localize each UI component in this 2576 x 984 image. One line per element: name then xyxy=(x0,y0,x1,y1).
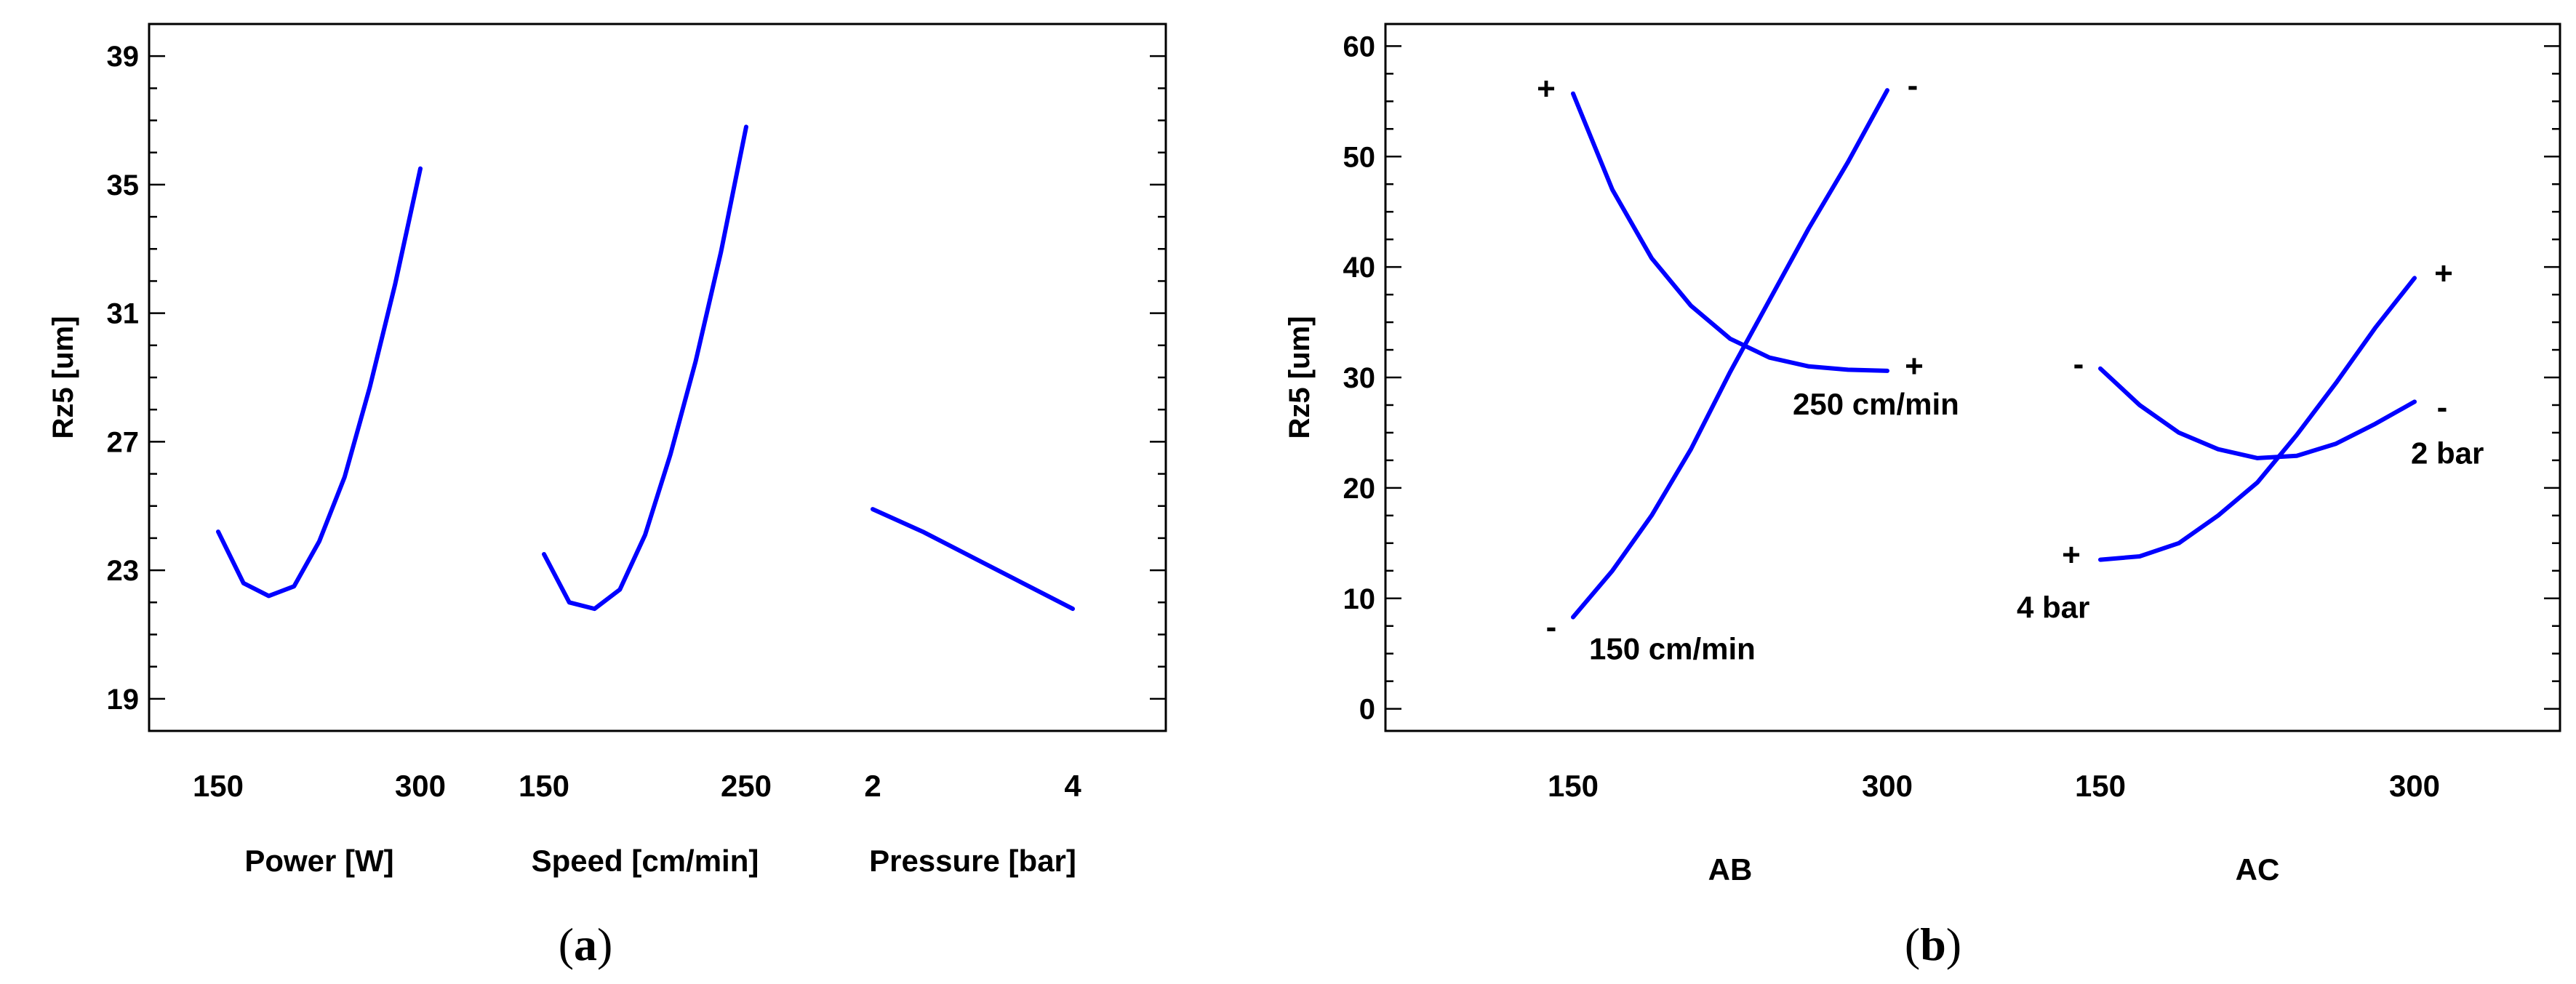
start-level-sign: - xyxy=(2073,346,2084,382)
y-axis-label: Rz5 [um] xyxy=(47,316,79,439)
interaction-curve xyxy=(2098,276,2417,562)
factor-axis-label: Pressure [bar] xyxy=(869,844,1076,878)
caption-letter: a xyxy=(574,919,597,970)
y-tick-label: 30 xyxy=(1343,362,1376,394)
panel-a: 19 23 27 31 35 39 Rz5 [um] 150 300 Power [W] 150 25… xyxy=(47,23,1167,970)
end-level-sign: - xyxy=(1908,68,1919,103)
x-high-level-label: 4 xyxy=(1064,769,1081,803)
y-tick-label: 20 xyxy=(1343,473,1376,505)
y-tick-label: 0 xyxy=(1359,694,1375,726)
series-label: 150 cm/min xyxy=(1589,632,1756,666)
y-tick-label: 40 xyxy=(1343,252,1376,284)
factor-axis-label: Power [W] xyxy=(244,844,393,878)
group-axis-label: AC xyxy=(2236,852,2280,887)
caption-close-paren: ) xyxy=(1946,919,1961,970)
y-tick-label: 23 xyxy=(107,555,140,587)
caption-close-paren: ) xyxy=(597,919,612,970)
series-label: 2 bar xyxy=(2411,436,2484,470)
start-level-sign: - xyxy=(1546,609,1557,645)
x-low-level-label: 150 xyxy=(2075,769,2126,803)
interaction-curve xyxy=(2098,366,2417,460)
start-level-sign: + xyxy=(1537,71,1556,107)
x-high-level-label: 300 xyxy=(1862,769,1913,803)
x-low-level-label: 150 xyxy=(1548,769,1599,803)
y-tick-label: 31 xyxy=(107,298,140,330)
x-low-level-label: 2 xyxy=(864,769,881,803)
main-effect-curve xyxy=(871,507,1075,612)
main-effect-curve xyxy=(216,166,423,599)
caption-open-paren: ( xyxy=(1905,919,1920,970)
x-high-level-label: 300 xyxy=(395,769,446,803)
y-tick-label: 50 xyxy=(1343,141,1376,173)
panel-caption: (a) xyxy=(559,919,613,970)
start-level-sign: + xyxy=(2062,537,2081,573)
series-label: 4 bar xyxy=(2017,591,2089,625)
group-axis-label: AB xyxy=(1708,852,1753,887)
end-level-sign: + xyxy=(2434,255,2453,291)
interaction-curve xyxy=(1571,91,1889,373)
series-label: 250 cm/min xyxy=(1793,387,1959,421)
caption-open-paren: ( xyxy=(559,919,574,970)
end-level-sign: - xyxy=(2437,389,2448,425)
caption-letter: b xyxy=(1920,919,1946,970)
end-level-sign: + xyxy=(1905,348,1924,384)
x-low-level-label: 150 xyxy=(193,769,244,803)
y-tick-label: 10 xyxy=(1343,583,1376,615)
y-tick-label: 60 xyxy=(1343,31,1376,63)
factor-axis-label: Speed [cm/min] xyxy=(532,844,759,878)
x-high-level-label: 250 xyxy=(721,769,772,803)
y-tick-label: 19 xyxy=(107,684,140,716)
y-tick-label: 39 xyxy=(107,41,140,73)
y-axis-label: Rz5 [um] xyxy=(1284,316,1316,439)
interaction-curve xyxy=(1571,88,1889,620)
y-tick-label: 35 xyxy=(107,169,140,201)
x-low-level-label: 150 xyxy=(519,769,569,803)
panel-caption: (b) xyxy=(1905,919,1961,970)
y-tick-label: 27 xyxy=(107,426,140,458)
main-effect-curve xyxy=(542,124,748,612)
x-high-level-label: 300 xyxy=(2389,769,2440,803)
